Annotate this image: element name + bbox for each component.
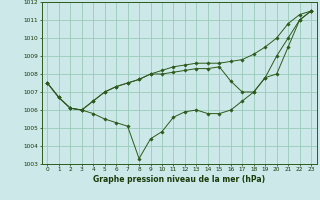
X-axis label: Graphe pression niveau de la mer (hPa): Graphe pression niveau de la mer (hPa) <box>93 175 265 184</box>
